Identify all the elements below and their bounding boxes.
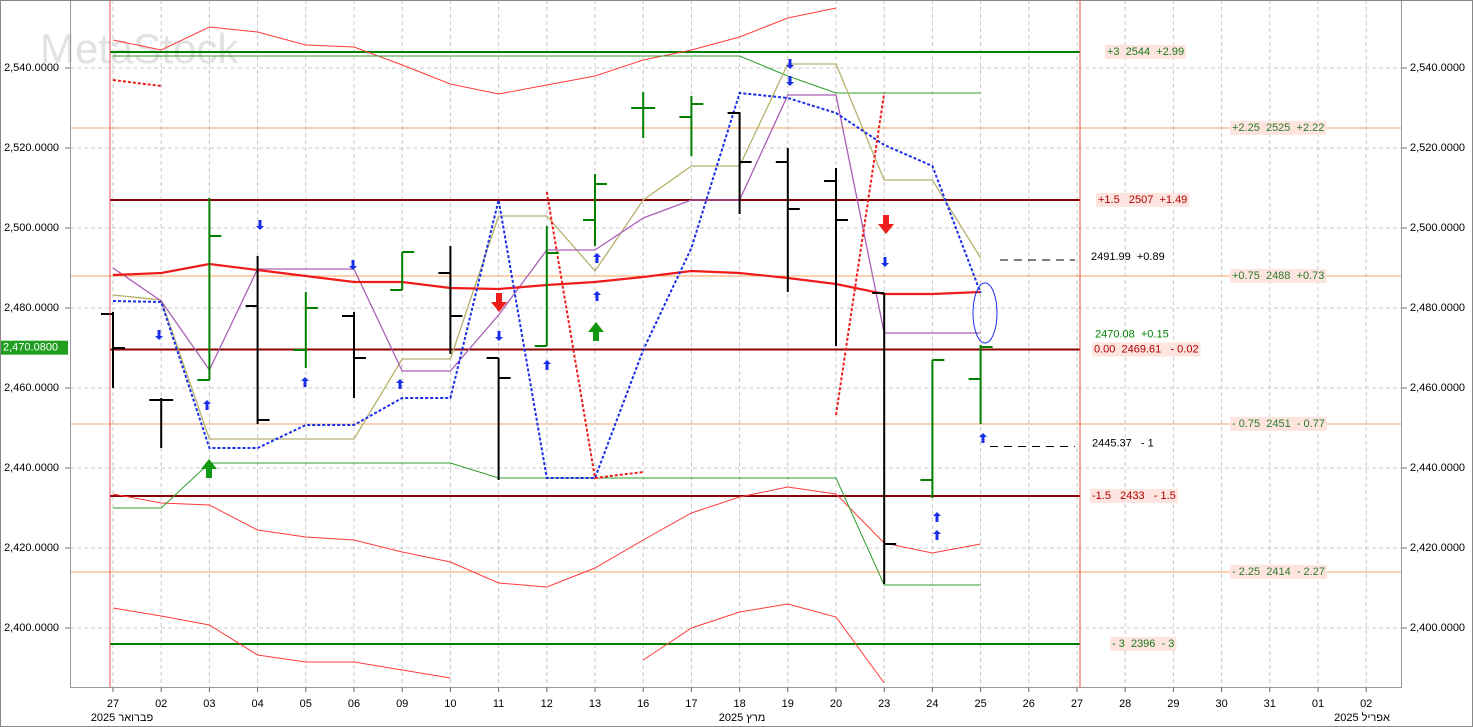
x-tick-label: 24 [926,698,938,710]
y-tick-label: 2,460.0000 [1410,382,1465,394]
x-tick-label: 31 [1264,698,1276,710]
annotation-label: 2470.08 +0.15 [1095,329,1169,341]
x-tick-label: 27 [107,698,119,710]
x-tick-label: 18 [733,698,745,710]
level-label-bg [1230,564,1327,579]
x-tick-label: 26 [1023,698,1035,710]
level-label: - 0.75 2451 - 0.77 [1232,418,1325,430]
indicator-line [112,91,982,479]
signal-arrows [155,59,998,540]
y-tick-label: 2,400.0000 [4,622,59,634]
level-label: 0.00 2469.61 - 0.02 [1094,343,1199,355]
x-tick-label: 19 [782,698,794,710]
x-tick-label: 05 [300,698,312,710]
x-tick-label: 29 [1167,698,1179,710]
x-tick-label: 09 [396,698,408,710]
month-label: מרץ 2025 [719,712,766,724]
x-tick-label: 20 [830,698,842,710]
y-tick-label: 2,400.0000 [1410,622,1465,634]
x-tick-label: 28 [1119,698,1131,710]
level-label: +3 2544 +2.99 [1107,46,1184,58]
month-label: פברואר 2025 [91,712,154,724]
levels: +3 2544 +2.99 +2.25 2525 +2.22 +1.5 2507 +… [70,44,1402,651]
x-tick-label: 11 [493,698,504,710]
price-tag-label: 2,470.0800 [3,342,58,354]
level-label: - 3 2396 - 3 [1112,638,1174,650]
y-tick-label: 2,520.0000 [4,142,59,154]
y-tick-label: 2,480.0000 [4,302,59,314]
level-label-bg [1105,44,1187,59]
level-label-bg [1092,342,1201,357]
x-tick-label: 02 [1360,698,1372,710]
level-label-bg [1230,416,1327,431]
x-tick-label: 27 [1071,698,1083,710]
x-tick-label: 04 [251,698,263,710]
x-tick-label: 12 [541,698,553,710]
x-tick-label: 10 [444,698,456,710]
y-tick-label: 2,520.0000 [1410,142,1465,154]
x-tick-label: 30 [1215,698,1227,710]
y-tick-label: 2,480.0000 [1410,302,1465,314]
level-label-bg [1110,636,1177,651]
y-tick-label: 2,500.0000 [1410,222,1465,234]
price-tag [0,340,68,355]
level-label: -1.5 2433 - 1.5 [1092,490,1176,502]
y-tick-label: 2,420.0000 [4,542,59,554]
level-label: +0.75 2488 +0.73 [1232,270,1324,282]
level-label-bg [1096,192,1190,207]
indicator-line [112,603,885,684]
annotation-label: 2445.37 - 1 [1092,437,1154,449]
level-label: +2.25 2525 +2.22 [1232,122,1324,134]
axes: 2,400.0000 2,400.0000 2,420.0000 2,420.0000… [0,62,1465,724]
y-tick-label: 2,540.0000 [4,62,59,74]
x-tick-label: 01 [1312,698,1324,710]
y-tick-label: 2,440.0000 [4,462,59,474]
level-label-bg [1090,488,1178,503]
x-tick-label: 23 [878,698,890,710]
x-tick-label: 06 [348,698,360,710]
x-tick-label: 13 [589,698,601,710]
indicator-line [113,55,981,94]
level-label-bg [1230,268,1327,283]
y-tick-label: 2,540.0000 [1410,62,1465,74]
y-tick-label: 2,500.0000 [4,222,59,234]
x-tick-label: 16 [637,698,649,710]
month-label: אפריל 2025 [1334,711,1390,724]
x-tick-label: 17 [685,698,697,710]
annotation-label: 2491.99 +0.89 [1091,251,1165,263]
y-tick-label: 2,420.0000 [1410,542,1465,554]
x-tick-label: 02 [155,698,167,710]
level-label-bg [1230,120,1327,135]
level-label: - 2.25 2414 - 2.27 [1232,566,1325,578]
indicator-line [112,486,981,588]
ohlc-bars [101,92,993,584]
watermark: MetaStock [40,25,239,72]
x-tick-label: 03 [203,698,215,710]
y-tick-label: 2,460.0000 [4,382,59,394]
indicator-line [112,7,837,95]
level-label: +1.5 2507 +1.49 [1098,194,1187,206]
y-tick-label: 2,440.0000 [1410,462,1465,474]
indicator-line [112,63,982,440]
x-tick-label: 25 [974,698,986,710]
